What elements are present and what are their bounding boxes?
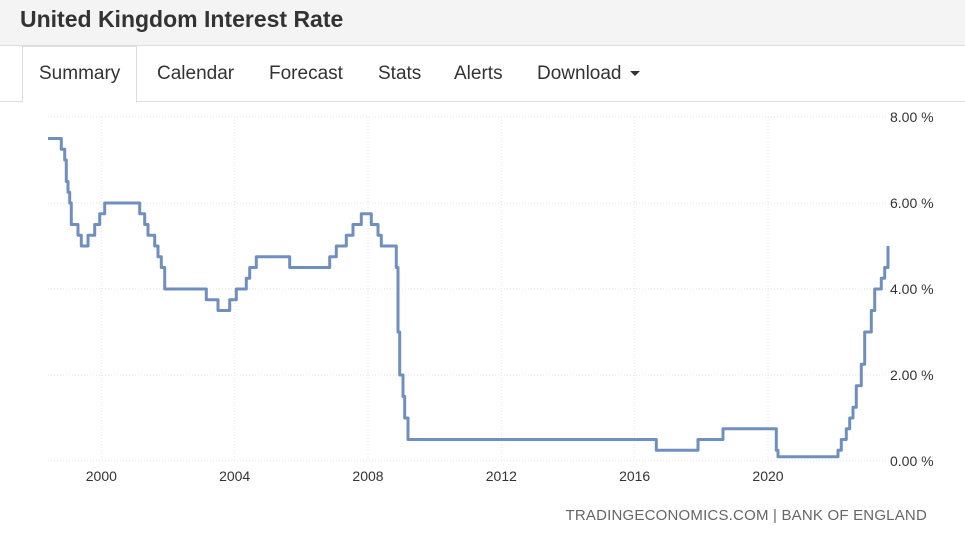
x-tick-label: 2004 — [219, 468, 250, 484]
y-axis-ticks: 8.00 % 6.00 % 4.00 % 2.00 % 0.00 % — [890, 109, 934, 469]
tab-calendar-label: Calendar — [157, 63, 235, 84]
tab-forecast[interactable]: Forecast — [269, 46, 343, 102]
page-title: United Kingdom Interest Rate — [20, 6, 344, 32]
y-tick-label: 6.00 % — [890, 195, 934, 211]
page-header: United Kingdom Interest Rate — [0, 0, 965, 46]
y-tick-label: 2.00 % — [890, 367, 934, 383]
y-tick-label: 8.00 % — [890, 109, 934, 125]
chart-grid — [48, 116, 888, 462]
y-tick-label: 4.00 % — [890, 281, 934, 297]
tab-alerts-label: Alerts — [454, 63, 503, 84]
x-tick-label: 2000 — [86, 468, 117, 484]
tab-forecast-label: Forecast — [269, 63, 343, 84]
tab-stats[interactable]: Stats — [378, 46, 421, 102]
x-tick-label: 2016 — [619, 468, 650, 484]
tab-download-label: Download — [537, 63, 622, 84]
caret-down-icon — [629, 71, 640, 77]
tab-stats-label: Stats — [378, 63, 422, 84]
tab-alerts[interactable]: Alerts — [454, 46, 503, 102]
y-tick-label: 0.00 % — [890, 453, 934, 469]
x-axis-ticks: 2000 2004 2008 2012 2016 2020 — [86, 468, 784, 484]
x-tick-label: 2020 — [752, 468, 783, 484]
source-credit: TRADINGECONOMICS.COM | BANK OF ENGLAND — [565, 507, 927, 524]
x-tick-label: 2012 — [486, 468, 517, 484]
tab-calendar[interactable]: Calendar — [157, 46, 234, 102]
interest-rate-chart: 2000 2004 2008 2012 2016 2020 8.00 % 6.00 % 4.0… — [48, 109, 934, 484]
tab-download[interactable]: Download — [537, 46, 640, 102]
x-tick-label: 2008 — [352, 468, 383, 484]
tab-bar: Summary Calendar Forecast Stats Alerts D… — [0, 46, 965, 103]
tab-summary[interactable]: Summary — [22, 46, 138, 103]
series-line-interest-rate — [48, 137, 890, 459]
tab-summary-label: Summary — [39, 63, 121, 84]
